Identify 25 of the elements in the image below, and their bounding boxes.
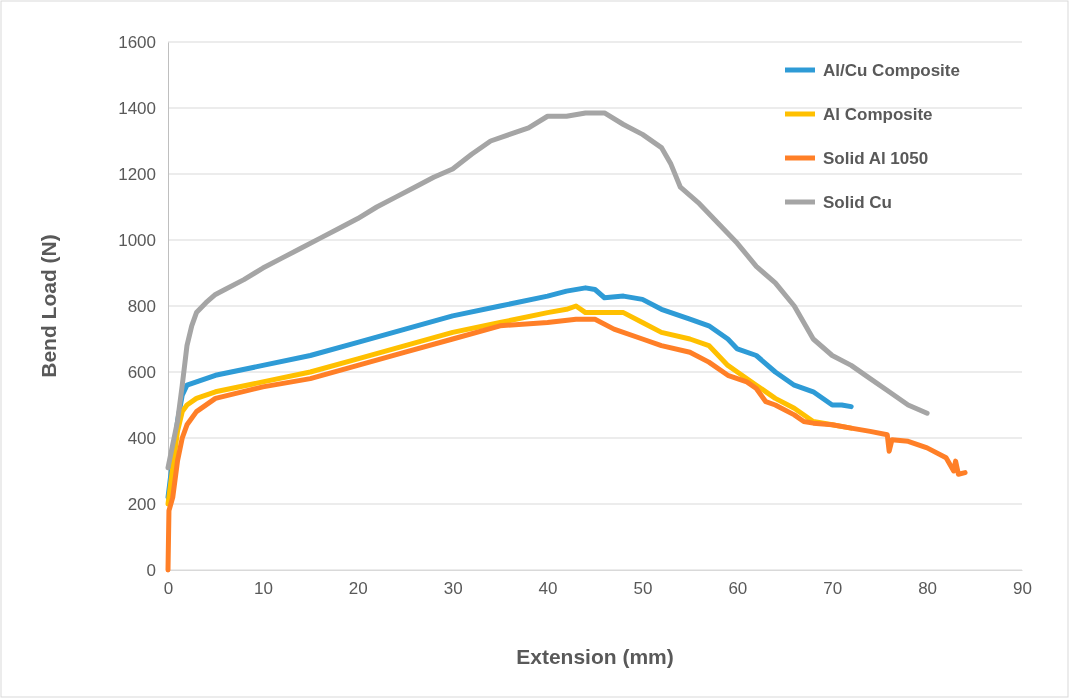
y-tick-label: 800	[127, 296, 156, 316]
y-tick-label: 0	[146, 560, 156, 580]
y-tick-label: 400	[127, 428, 156, 448]
x-tick-label: 30	[443, 579, 463, 599]
x-tick-label: 60	[728, 579, 748, 599]
x-tick-label: 90	[1013, 579, 1032, 599]
legend-label: Al/Cu Composite	[823, 61, 960, 80]
y-tick-label: 1200	[118, 164, 156, 184]
x-tick-label: 10	[253, 579, 273, 599]
y-tick-label: 200	[127, 494, 156, 514]
legend-label: Al Composite	[823, 105, 933, 124]
x-tick-label: 40	[538, 579, 558, 599]
y-tick-label: 1400	[118, 98, 156, 118]
y-tick-label: 1600	[118, 32, 156, 52]
x-tick-label: 70	[823, 579, 843, 599]
x-tick-label: 80	[918, 579, 938, 599]
x-tick-label: 0	[163, 579, 174, 599]
legend-label: Solid Al 1050	[823, 149, 929, 168]
legend-label: Solid Cu	[823, 193, 892, 212]
y-tick-label: 1000	[118, 230, 156, 250]
x-tick-label: 50	[633, 579, 653, 599]
x-axis-title: Extension (mm)	[516, 645, 674, 668]
x-tick-label: 20	[348, 579, 368, 599]
y-axis-title: Bend Load (N)	[37, 234, 60, 378]
y-tick-label: 600	[127, 362, 156, 382]
